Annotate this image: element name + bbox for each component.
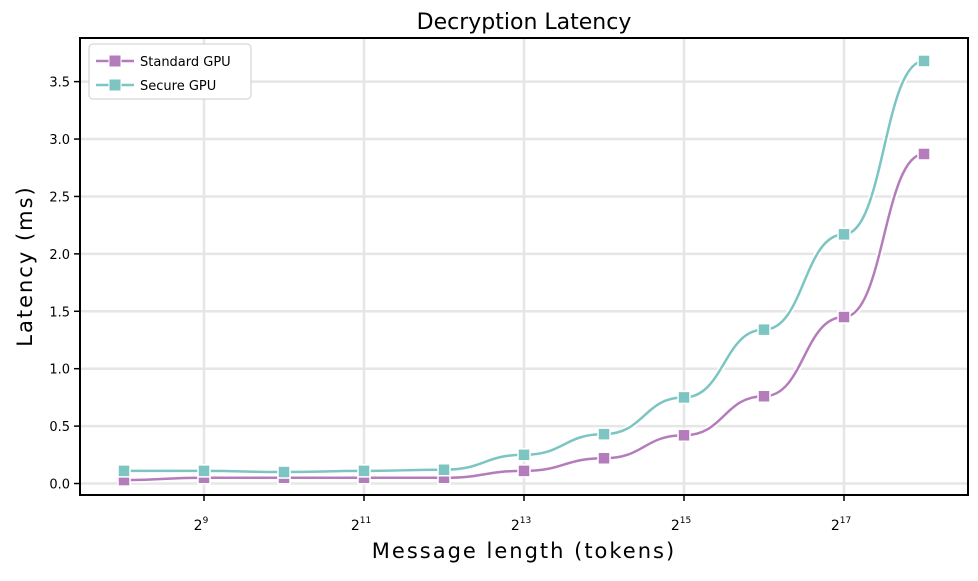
data-point	[517, 464, 531, 478]
data-point	[197, 464, 211, 478]
x-tick-label: 217	[831, 516, 851, 534]
x-tick-label: 29	[194, 516, 209, 534]
series-line-0	[123, 152, 925, 482]
y-tick-label: 2.0	[49, 248, 70, 263]
y-tick-label: 1.0	[49, 363, 70, 378]
y-tick-label: 3.5	[49, 76, 70, 91]
data-point	[677, 428, 691, 443]
data-point	[757, 322, 771, 337]
data-point	[597, 427, 611, 441]
legend-marker	[108, 78, 122, 92]
y-tick-label: 2.5	[49, 190, 70, 205]
data-point	[437, 462, 451, 477]
legend-marker	[108, 54, 122, 68]
x-tick-label: 213	[511, 516, 531, 534]
data-point	[277, 465, 291, 479]
legend: Standard GPU Secure GPU	[88, 43, 252, 100]
y-tick-label: 0.0	[49, 478, 70, 493]
y-tick-label: 3.0	[49, 133, 70, 148]
y-tick-label: 0.5	[49, 420, 70, 435]
data-point	[837, 310, 851, 324]
x-axis-label: Message length (tokens)	[372, 539, 676, 563]
y-tick-label: 1.5	[49, 305, 70, 320]
x-tick-label: 211	[351, 516, 371, 534]
data-point	[917, 54, 931, 68]
data-point	[837, 227, 851, 242]
data-point	[357, 464, 371, 478]
x-tick-label: 215	[671, 516, 691, 534]
data-point	[757, 389, 771, 404]
data-point	[677, 390, 691, 405]
data-point	[117, 464, 131, 478]
data-point	[597, 451, 611, 466]
data-point	[517, 448, 531, 462]
legend-label: Standard GPU	[140, 55, 231, 70]
legend-label: Secure GPU	[140, 79, 216, 94]
data-point	[917, 147, 931, 161]
y-axis-label: Latency (ms)	[13, 185, 37, 346]
chart-title: Decryption Latency	[417, 10, 632, 35]
grid	[80, 38, 968, 495]
